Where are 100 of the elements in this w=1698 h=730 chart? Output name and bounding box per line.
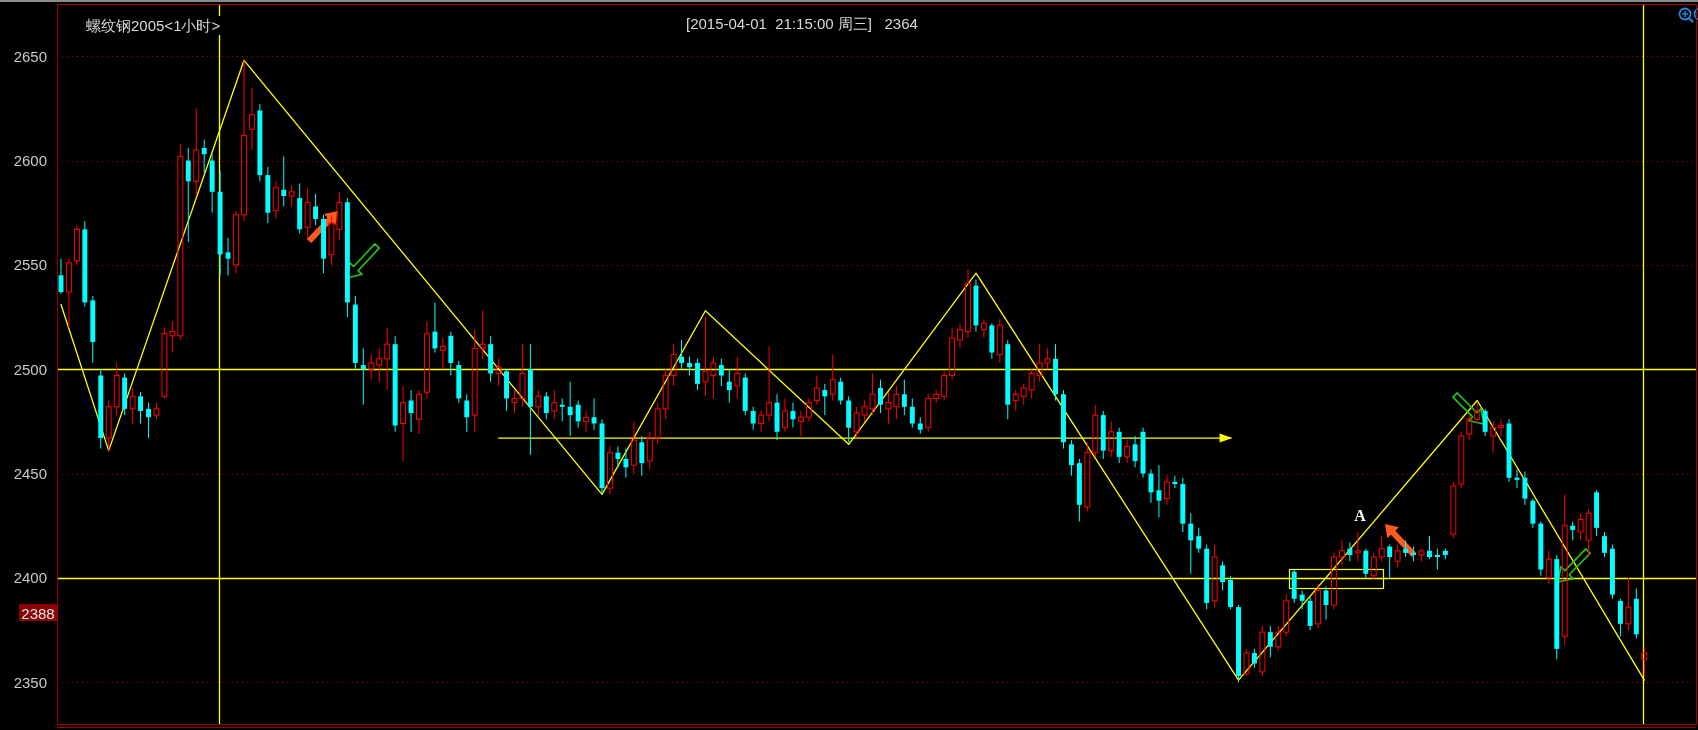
candlestick: [949, 326, 956, 381]
candlestick: [471, 329, 478, 433]
candlestick: [400, 385, 407, 462]
candlestick: [1617, 598, 1623, 637]
candlestick: [138, 391, 144, 424]
candlestick: [1490, 420, 1497, 454]
candlestick: [272, 180, 279, 220]
candlestick: [113, 362, 120, 416]
candlestick: [1363, 548, 1369, 579]
candlestick: [687, 356, 692, 376]
candlestick: [797, 410, 804, 437]
y-tick-label: 2450: [13, 465, 47, 483]
candlestick: [1347, 541, 1353, 562]
candlestick: [567, 381, 573, 437]
candlestick: [1156, 464, 1162, 518]
candlestick: [1602, 531, 1607, 558]
candlestick: [838, 377, 844, 406]
candlestick: [376, 347, 383, 383]
candlestick: [1354, 531, 1361, 562]
candlestick: [878, 379, 883, 414]
candlestick: [1068, 439, 1074, 477]
candlestick: [1275, 625, 1282, 652]
candlestick: [1434, 548, 1440, 571]
candlestick: [679, 339, 685, 370]
candlestick: [281, 155, 287, 207]
candlestick: [432, 301, 438, 354]
candlestick: [384, 326, 391, 391]
candlestick: [1561, 493, 1568, 646]
candlestick: [1259, 625, 1266, 677]
candlestick: [575, 400, 581, 429]
candlestick: [439, 337, 446, 370]
candlestick: [829, 354, 836, 402]
candlestick: [901, 379, 907, 416]
text: 螺纹钢2005<1小时>: [86, 17, 221, 34]
candlestick: [980, 318, 987, 339]
candlestick: [1427, 535, 1432, 560]
candlestick: [233, 210, 239, 274]
candlestick: [193, 107, 200, 197]
candlestick: [941, 370, 948, 402]
candlestick: [1530, 498, 1536, 529]
candlestick: [1315, 583, 1322, 629]
text: [2015-04-01 21:15:00 周三] 2364: [686, 15, 918, 32]
candlestick: [583, 410, 590, 433]
candlestick: [1251, 648, 1257, 669]
candlestick: [591, 397, 597, 431]
candlestick: [1132, 435, 1138, 468]
candlestick: [65, 258, 72, 328]
candlestick: [607, 445, 613, 495]
candlestick: [925, 393, 932, 433]
candlestick: [909, 397, 915, 429]
candlestick: [1331, 552, 1337, 610]
candlestick: [615, 445, 621, 468]
candlestick: [805, 397, 812, 422]
candlestick: [965, 268, 971, 339]
candlestick: [543, 391, 549, 420]
candlestick: [1220, 560, 1226, 591]
candlestick: [957, 322, 964, 349]
candlestick: [248, 86, 255, 151]
candlestick: [758, 410, 765, 433]
candlestick: [225, 237, 231, 276]
candlestick: [695, 358, 700, 391]
candlestick: [1012, 389, 1019, 412]
candlestick: [1299, 589, 1305, 610]
candlestick: [639, 435, 645, 477]
y-tick-label: 2600: [13, 152, 47, 170]
candlestick: [408, 389, 414, 433]
candlestick: [1570, 521, 1576, 541]
candlestick: [933, 389, 940, 404]
candlestick: [766, 345, 773, 422]
candlestick: [1522, 470, 1528, 506]
candlestick: [1482, 408, 1488, 437]
candlestick: [1338, 539, 1345, 566]
candlestick: [360, 347, 366, 406]
candlestick: [1625, 577, 1632, 631]
candlestick: [1267, 625, 1273, 658]
candlestick: [464, 393, 470, 433]
candlestick: [782, 397, 788, 433]
candlestick: [996, 318, 1003, 364]
candlestick: [813, 374, 820, 406]
candlestick: [241, 59, 247, 222]
candlestick: [726, 368, 732, 404]
candlestick: [146, 402, 151, 439]
candlestick: [630, 420, 637, 475]
candlestick: [1196, 527, 1202, 554]
y-tick-label: 2350: [13, 673, 47, 691]
candlestick: [750, 406, 756, 431]
candlestick: [424, 320, 430, 399]
candlestick: [1387, 544, 1393, 579]
candlestick: [177, 143, 184, 341]
candlestick: [1498, 418, 1505, 437]
candlestick: [1124, 439, 1131, 464]
annotation: A: [1354, 506, 1367, 524]
candlestick: [1163, 475, 1170, 506]
y-tick-label: 2650: [13, 47, 47, 65]
y-tick-label: 2400: [13, 569, 47, 587]
candlestick: [416, 389, 422, 435]
candlestick: [790, 402, 796, 429]
candlestick: [479, 310, 486, 360]
candlestick: [73, 224, 80, 266]
candlestick: [623, 448, 629, 479]
